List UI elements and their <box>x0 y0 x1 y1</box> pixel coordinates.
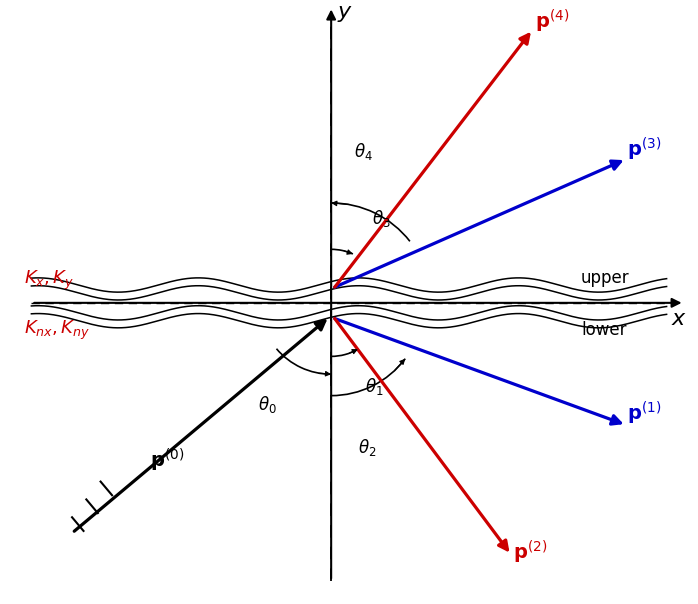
Text: $\mathbf{p}^{(4)}$: $\mathbf{p}^{(4)}$ <box>535 7 569 34</box>
Text: $\mathbf{p}^{(1)}$: $\mathbf{p}^{(1)}$ <box>628 400 662 427</box>
Text: $y$: $y$ <box>337 4 353 24</box>
Text: $\mathbf{p}^{(2)}$: $\mathbf{p}^{(2)}$ <box>513 539 547 567</box>
Text: $x$: $x$ <box>671 309 688 329</box>
Text: $K_{nx},K_{ny}$: $K_{nx},K_{ny}$ <box>24 318 91 342</box>
Text: lower: lower <box>581 321 627 339</box>
Text: $\mathbf{p}^{(3)}$: $\mathbf{p}^{(3)}$ <box>628 136 662 163</box>
Text: upper: upper <box>581 269 630 287</box>
Text: $\mathbf{p}^{(0)}$: $\mathbf{p}^{(0)}$ <box>150 446 184 474</box>
Text: $\theta_2$: $\theta_2$ <box>357 437 376 458</box>
Text: $K_x,K_y$: $K_x,K_y$ <box>24 268 75 292</box>
Text: $\theta_0$: $\theta_0$ <box>258 394 276 415</box>
Text: $\theta_4$: $\theta_4$ <box>354 141 373 161</box>
Text: $\theta_3$: $\theta_3$ <box>372 208 390 230</box>
Text: $\theta_1$: $\theta_1$ <box>365 376 383 397</box>
